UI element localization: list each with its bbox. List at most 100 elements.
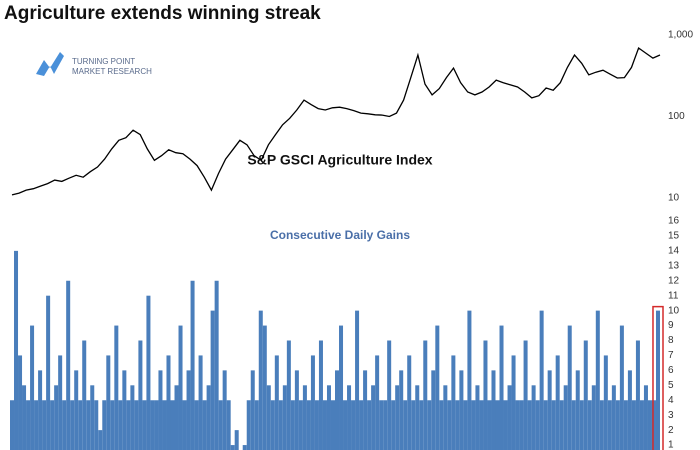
bar (130, 385, 135, 450)
bar (359, 400, 364, 450)
bar (383, 400, 388, 450)
bar (98, 430, 103, 450)
bar (363, 370, 368, 450)
logo-icon (36, 52, 64, 76)
bar (306, 400, 311, 450)
bar (399, 370, 404, 450)
bar (106, 355, 111, 450)
bar (655, 310, 660, 450)
bar (639, 400, 644, 450)
bar (483, 340, 488, 450)
bar (22, 385, 27, 450)
bar (403, 400, 408, 450)
bar (415, 385, 420, 450)
bar (26, 400, 31, 450)
bar (615, 400, 620, 450)
bar (94, 400, 99, 450)
bar (226, 400, 231, 450)
bar (110, 400, 115, 450)
bar (102, 400, 107, 450)
y-tick-label: 1 (668, 440, 674, 450)
bar (314, 400, 319, 450)
bar (218, 400, 223, 450)
bar (423, 340, 428, 450)
bar (46, 295, 51, 450)
bar (355, 310, 360, 450)
bar (499, 325, 504, 450)
bar (122, 370, 127, 450)
bar (198, 355, 203, 450)
bar (174, 385, 179, 450)
bar (254, 400, 259, 450)
bar (579, 400, 584, 450)
bar (643, 385, 648, 450)
bar (278, 400, 283, 450)
bar (607, 400, 612, 450)
highlight-box (652, 305, 664, 450)
bar (230, 445, 235, 450)
bar (647, 400, 652, 450)
bar (138, 340, 143, 450)
bar (322, 400, 327, 450)
bar (583, 340, 588, 450)
bar (467, 310, 472, 450)
bar (62, 400, 67, 450)
bar (407, 355, 412, 450)
bar (535, 400, 540, 450)
bar (463, 400, 468, 450)
chart-title: Agriculture extends winning streak (4, 3, 321, 24)
bar (162, 400, 167, 450)
bar (234, 430, 239, 450)
bar (142, 400, 147, 450)
bar (563, 385, 568, 450)
bar (511, 355, 516, 450)
bar (599, 400, 604, 450)
bar (351, 400, 356, 450)
bar (595, 310, 600, 450)
y-tick-label: 13 (668, 260, 680, 271)
bar (447, 400, 452, 450)
bar (90, 385, 95, 450)
bar (479, 400, 484, 450)
bar (587, 400, 592, 450)
bar (575, 370, 580, 450)
y-tick-label: 4 (668, 395, 674, 406)
bar (330, 400, 335, 450)
bar (471, 400, 476, 450)
bar (294, 370, 299, 450)
bar (74, 370, 79, 450)
bar (262, 325, 267, 450)
line (11, 46, 661, 196)
bar (118, 400, 123, 450)
bar (186, 370, 191, 450)
bar (455, 400, 460, 450)
bar (487, 400, 492, 450)
bar (375, 355, 380, 450)
bar (126, 400, 131, 450)
bar (34, 400, 39, 450)
bar (286, 340, 291, 450)
bar (631, 400, 636, 450)
bar (38, 370, 43, 450)
bar (298, 400, 303, 450)
y-tick-label: 6 (668, 365, 674, 376)
bar (543, 400, 548, 450)
bar (339, 325, 344, 450)
bar (42, 400, 47, 450)
bar (30, 325, 35, 450)
bar (623, 400, 628, 450)
bar (523, 340, 528, 450)
bar (347, 385, 352, 450)
y-tick-label: 11 (668, 290, 679, 301)
y-tick-label: 12 (668, 275, 680, 286)
y-tick-label: 15 (668, 231, 680, 242)
bar (387, 340, 392, 450)
bar (206, 385, 211, 450)
bar (282, 385, 287, 450)
bar (411, 400, 416, 450)
y-tick-label: 16 (668, 216, 680, 227)
bar (58, 355, 63, 450)
y-tick-label: 5 (668, 380, 674, 391)
bar (371, 385, 376, 450)
bar (343, 400, 348, 450)
